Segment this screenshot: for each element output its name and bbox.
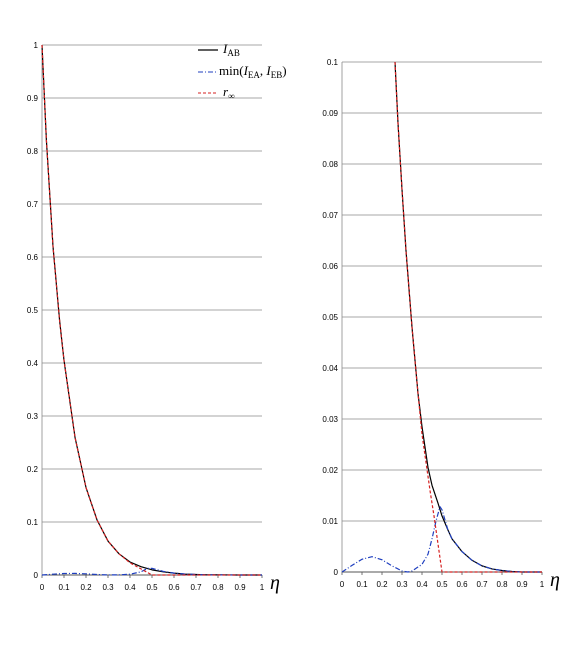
x-tick-label: 0.9	[234, 583, 246, 592]
y-tick-label: 0.07	[322, 211, 338, 220]
left-chart: 0 0.1 0.2 0.3 0.4 0.5 0.6 0.7 0.8 0.9 1 0 0.1 0.2 0.3 0…	[27, 41, 280, 594]
x-tick-label: 0.8	[496, 580, 508, 589]
x-tick-label: 0.5	[146, 583, 158, 592]
x-tick-label: 0.3	[396, 580, 408, 589]
legend-entry-r-inf: r∞	[198, 84, 234, 101]
y-tick-label: 0.06	[322, 262, 338, 271]
svg-text:min(IEA, IEB): min(IEA, IEB)	[219, 63, 287, 80]
x-tick-label: 0	[340, 580, 345, 589]
y-tick-label: 0.9	[27, 94, 39, 103]
x-tick-label: 0.3	[102, 583, 114, 592]
legend-r-main: r	[223, 84, 229, 99]
y-tick-label: 0.5	[27, 306, 39, 315]
x-tick-label: 0.5	[436, 580, 448, 589]
x-tick-label: 0.1	[356, 580, 368, 589]
x-tick-label: 1	[540, 580, 545, 589]
y-tick-label: 0.8	[27, 147, 39, 156]
y-tick-label: 0	[334, 568, 339, 577]
x-tick-label: 0	[40, 583, 45, 592]
legend-min-i2: I	[265, 63, 271, 78]
right-chart: 0 0.01 0.02 0.03 0.04 0.05 0.06 0.07 0.08 0.09 0.1…	[322, 58, 560, 591]
y-tick-label: 0.02	[322, 466, 338, 475]
y-tick-label: 0.09	[322, 109, 338, 118]
series-line	[341, 506, 542, 573]
legend-min-sep: ,	[260, 63, 267, 78]
legend-min-prefix: min(	[219, 63, 244, 78]
legend-r-sub: ∞	[228, 91, 234, 101]
y-tick-label: 0.6	[27, 253, 39, 262]
y-tick-label: 0	[34, 571, 39, 580]
x-tick-label: 0.7	[190, 583, 202, 592]
x-tick-label: 0.8	[212, 583, 224, 592]
legend-i-ab-main: I	[222, 41, 228, 56]
legend: IAB min(IEA, IEB) r∞	[198, 41, 287, 101]
y-tick-label: 0.1	[27, 518, 39, 527]
y-tick-label: 0.04	[322, 364, 338, 373]
legend-entry-min: min(IEA, IEB)	[198, 63, 287, 80]
svg-text:IAB: IAB	[222, 41, 240, 58]
x-axis-label: η	[550, 569, 560, 591]
series-line	[394, 61, 542, 573]
x-tick-label: 1	[260, 583, 265, 592]
y-tick-label: 0.3	[27, 412, 39, 421]
series-line	[41, 44, 262, 576]
y-tick-label: 0.08	[322, 160, 338, 169]
x-tick-label: 0.4	[416, 580, 428, 589]
legend-min-sub2: EB	[271, 70, 283, 80]
x-tick-label: 0.9	[516, 580, 528, 589]
x-tick-label: 0.6	[168, 583, 180, 592]
x-tick-label: 0.6	[456, 580, 468, 589]
y-tick-label: 0.05	[322, 313, 338, 322]
x-tick-label: 0.2	[376, 580, 388, 589]
legend-min-i1: I	[243, 63, 249, 78]
y-tick-label: 0.03	[322, 415, 338, 424]
y-tick-label: 0.7	[27, 200, 39, 209]
legend-i-ab-sub: AB	[227, 48, 240, 58]
legend-min-sub1: EA	[248, 70, 260, 80]
y-tick-label: 0.01	[322, 517, 338, 526]
legend-entry-i-ab: IAB	[198, 41, 240, 58]
y-tick-label: 0.1	[327, 58, 339, 67]
svg-text:r∞: r∞	[223, 84, 234, 101]
x-tick-label: 0.2	[80, 583, 92, 592]
y-tick-label: 1	[34, 41, 39, 50]
legend-min-suffix: )	[282, 63, 286, 78]
y-tick-label: 0.2	[27, 465, 39, 474]
x-axis-label: η	[270, 572, 280, 594]
y-tick-label: 0.4	[27, 359, 39, 368]
x-tick-label: 0.7	[476, 580, 488, 589]
x-tick-label: 0.4	[124, 583, 136, 592]
x-tick-label: 0.1	[58, 583, 70, 592]
